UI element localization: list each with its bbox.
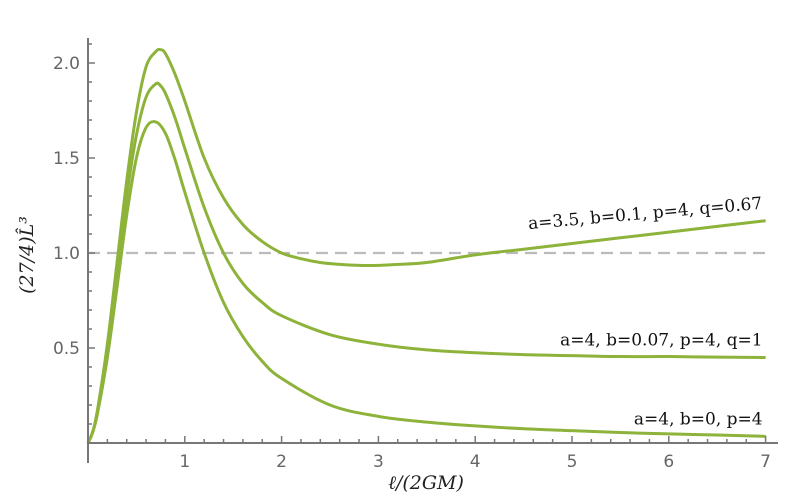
- x-tick-label: 4: [470, 452, 481, 472]
- x-tick-label: 5: [567, 452, 578, 472]
- series-annotation-1: a=3.5, b=0.1, p=4, q=0.67: [527, 194, 763, 234]
- y-tick-label: 1.0: [53, 244, 80, 264]
- x-tick-label: 7: [760, 452, 771, 472]
- x-ticks: 1 2 3 4 5 6 7: [106, 436, 771, 472]
- axes: [87, 38, 778, 463]
- series-annotation-3: a=4, b=0, p=4: [634, 409, 763, 429]
- series-line-2: [86, 81, 766, 444]
- x-tick-label: 3: [373, 452, 384, 472]
- annotations: a=3.5, b=0.1, p=4, q=0.67 a=4, b=0.07, p=…: [527, 194, 763, 430]
- y-tick-label: 2.0: [53, 54, 80, 74]
- x-axis-title: ℓ/(2GM): [388, 472, 464, 494]
- y-axis-title: (27/4)L̂³: [16, 216, 38, 294]
- series-line-1: [86, 47, 766, 444]
- y-tick-label: 1.5: [53, 149, 80, 169]
- series-group: [86, 47, 766, 444]
- series-annotation-2: a=4, b=0.07, p=4, q=1: [560, 331, 762, 351]
- x-tick-label: 2: [276, 452, 287, 472]
- y-tick-label: 0.5: [53, 339, 80, 359]
- y-ticks: 0.5 1.0 1.5 2.0: [53, 43, 95, 425]
- series-line-3: [86, 120, 766, 444]
- x-tick-label: 6: [663, 452, 674, 472]
- x-tick-label: 1: [179, 452, 190, 472]
